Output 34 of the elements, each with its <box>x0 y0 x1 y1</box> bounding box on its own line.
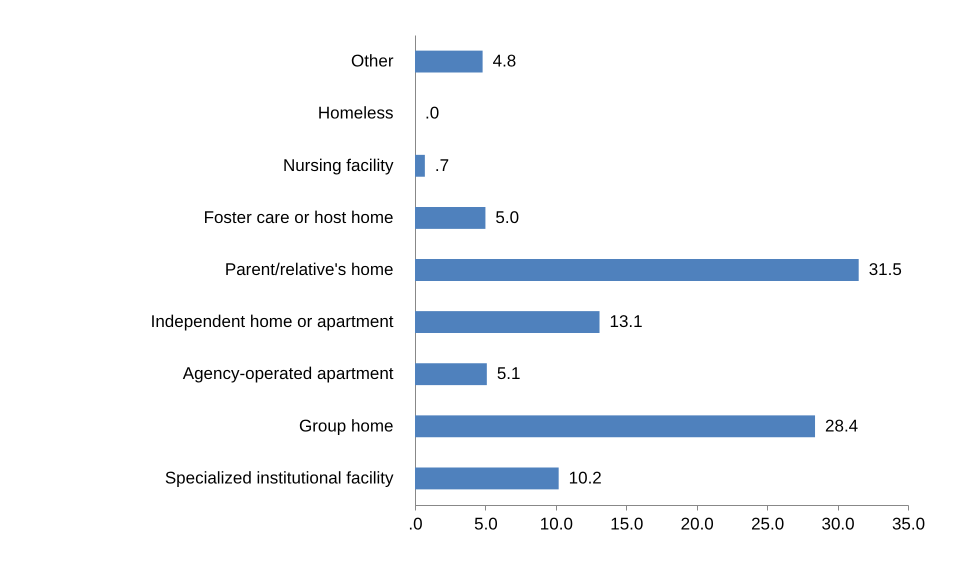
x-tick-label: 15.0 <box>610 514 644 534</box>
y-tick-label: Foster care or host home <box>204 208 394 227</box>
bar <box>415 415 816 438</box>
y-tick-label: Other <box>350 52 394 71</box>
bar <box>415 311 600 334</box>
y-tick-label: Homeless <box>318 104 394 123</box>
y-tick-label: Agency-operated apartment <box>182 364 394 384</box>
data-label: .7 <box>434 156 450 175</box>
bar <box>415 259 859 281</box>
y-tick-label: Parent/relative's home <box>224 260 394 279</box>
bar <box>415 154 425 177</box>
bar <box>415 363 487 386</box>
data-label: 5.1 <box>496 364 520 384</box>
x-tick-label: 10.0 <box>540 514 573 534</box>
y-tick-label: Nursing facility <box>282 156 394 175</box>
data-label: 4.8 <box>492 52 516 71</box>
bar <box>415 50 483 73</box>
y-tick-label: Group home <box>299 416 394 436</box>
data-label: 10.2 <box>568 468 602 488</box>
y-tick-label: Specialized institutional facility <box>164 468 394 488</box>
x-tick-label: 20.0 <box>680 514 714 534</box>
x-tick-label: .0 <box>408 514 423 534</box>
x-tick-label: 35.0 <box>892 514 926 534</box>
x-tick-label: 30.0 <box>822 514 855 534</box>
data-label: 31.5 <box>868 260 902 279</box>
bar <box>415 206 486 229</box>
y-tick-label: Independent home or apartment <box>150 312 394 332</box>
data-label: .0 <box>425 104 440 123</box>
bar <box>415 467 559 490</box>
x-tick-label: 5.0 <box>474 514 498 534</box>
data-label: 28.4 <box>825 416 858 436</box>
data-label: 13.1 <box>610 312 643 332</box>
x-tick-label: 25.0 <box>751 514 784 534</box>
data-label: 5.0 <box>495 208 520 227</box>
